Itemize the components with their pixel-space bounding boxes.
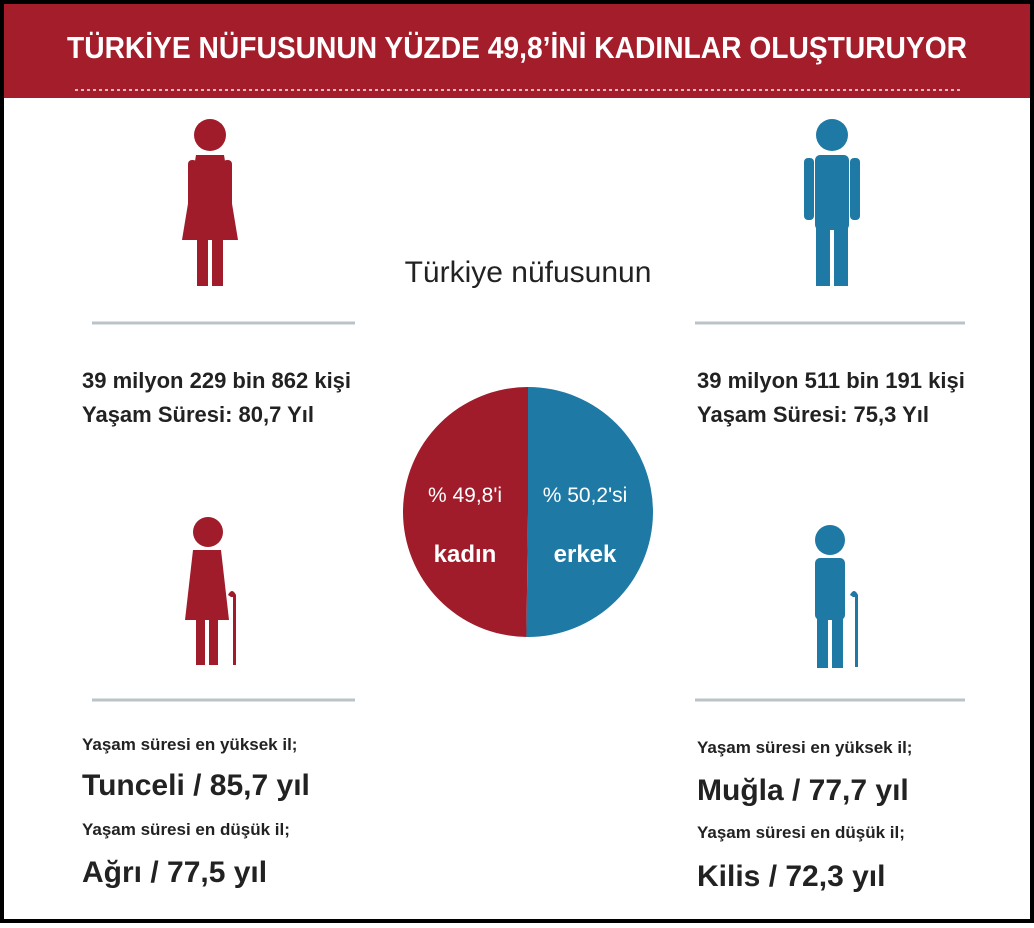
slice-category-label: kadın [434, 541, 497, 568]
dividers [92, 321, 965, 702]
pie-slice [526, 387, 654, 637]
right-high: Muğla / 77,7 yıl [697, 774, 909, 807]
woman-icon [182, 119, 238, 286]
elderly-woman-icon [185, 517, 236, 665]
left-life: Yaşam Süresi: 80,7 Yıl [82, 402, 314, 427]
left-population: 39 milyon 229 bin 862 kişi [82, 368, 351, 393]
right-high-label: Yaşam süresi en yüksek il; [697, 738, 912, 757]
left-low: Ağrı / 77,5 yıl [82, 856, 267, 889]
left-high-label: Yaşam süresi en yüksek il; [82, 735, 297, 754]
slice-value-label: % 49,8'i [428, 484, 502, 507]
pie-title: Türkiye nüfusunun [405, 256, 652, 289]
left-low-label: Yaşam süresi en düşük il; [82, 820, 290, 839]
right-low-label: Yaşam süresi en düşük il; [697, 823, 905, 842]
man-icon [804, 119, 860, 286]
right-population: 39 milyon 511 bin 191 kişi [697, 368, 965, 393]
right-life: Yaşam Süresi: 75,3 Yıl [697, 402, 929, 427]
slice-value-label: % 50,2'si [543, 484, 628, 507]
header-band [4, 4, 1030, 98]
elderly-man-icon [815, 525, 858, 668]
pie-slice [403, 387, 528, 637]
left-high: Tunceli / 85,7 yıl [82, 769, 310, 802]
header-title: TÜRKİYE NÜFUSUNUN YÜZDE 49,8’İNİ KADINLA… [67, 30, 967, 65]
slice-category-label: erkek [554, 541, 617, 568]
right-low: Kilis / 72,3 yıl [697, 860, 885, 893]
